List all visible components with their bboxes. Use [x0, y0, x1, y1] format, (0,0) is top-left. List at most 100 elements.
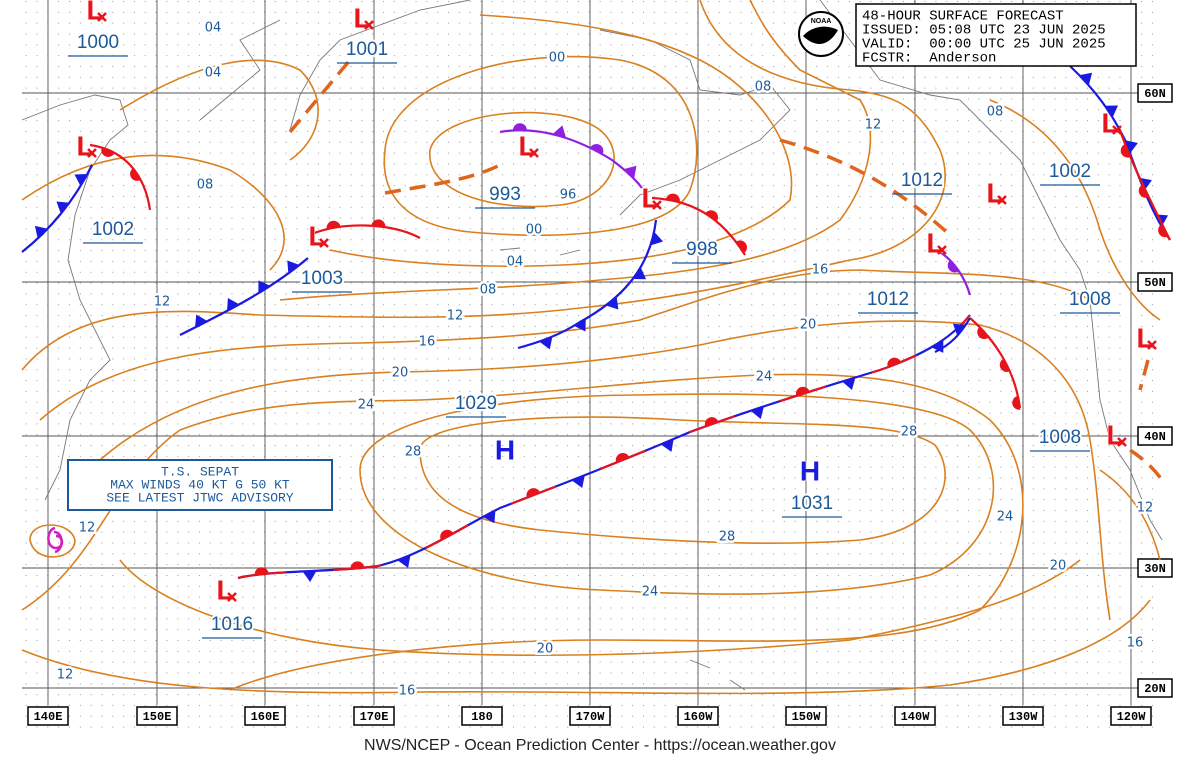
- center-symbol: H: [495, 434, 515, 465]
- warm-front: [311, 224, 421, 239]
- lon-label: 120W: [1117, 710, 1147, 724]
- center-x: [319, 238, 329, 248]
- tropical-storm: T.S. SEPAT MAX WINDS 40 KT G 50 KT SEE L…: [47, 459, 333, 554]
- cold-front-barb: [227, 298, 240, 312]
- center-x: [87, 148, 97, 158]
- center-pressure: 1000: [77, 32, 119, 53]
- warm-front-bump: [590, 144, 604, 155]
- cold-front-barb: [194, 314, 208, 328]
- isobar: [279, 0, 872, 301]
- cyclone-symbol: [47, 526, 64, 554]
- isobar: [21, 373, 1024, 691]
- center-symbol: L: [353, 2, 370, 33]
- lat-label: 60N: [1144, 87, 1166, 101]
- warm-front-bump: [615, 452, 630, 463]
- isobar-label: 28: [405, 445, 422, 460]
- cold-front-barb: [842, 377, 856, 390]
- isobar-label: 28: [901, 425, 918, 440]
- isobar-label: 12: [1137, 501, 1154, 516]
- lon-label: 140W: [901, 710, 931, 724]
- center-pressure: 1008: [1069, 289, 1111, 310]
- cold-front-barb: [660, 438, 674, 452]
- center-symbol: L: [1136, 322, 1153, 353]
- center-x: [1147, 340, 1157, 350]
- isobar: [359, 393, 995, 595]
- cold-front-barb: [750, 406, 764, 420]
- center-x: [97, 12, 107, 22]
- isobar-label: 28: [719, 530, 736, 545]
- isobar-label: 04: [205, 21, 222, 36]
- center-pressure: 1031: [791, 493, 833, 514]
- coastline: [599, 29, 791, 216]
- isobar: [1099, 469, 1161, 561]
- lon-label-box: [27, 706, 69, 726]
- lat-label: 30N: [1144, 562, 1166, 576]
- cold-front-barb: [552, 125, 567, 138]
- center-x: [227, 592, 237, 602]
- center-pressure: 1002: [1049, 161, 1091, 182]
- center-x: [652, 200, 662, 210]
- isobar-label: 00: [549, 51, 566, 66]
- lon-label-box: [569, 706, 611, 726]
- coastline: [819, 0, 1163, 541]
- warm-front-bump: [735, 240, 747, 254]
- warm-front-bump: [1012, 395, 1021, 410]
- cold-front: [1069, 65, 1171, 241]
- isobar-label: 00: [526, 223, 543, 238]
- warm-front-bump: [704, 417, 719, 427]
- cold-front-barb: [302, 570, 317, 583]
- warm-front-bump: [526, 488, 541, 498]
- isobar-label: 24: [642, 585, 659, 600]
- isobars: [21, 0, 1161, 695]
- isobar: [99, 320, 1111, 621]
- isobar-label: 20: [537, 642, 554, 657]
- lon-label-box: [244, 706, 286, 726]
- warm-front-bump: [130, 168, 141, 181]
- lon-label-box: [136, 706, 178, 726]
- lat-label: 40N: [1144, 430, 1166, 444]
- header-line: VALID: 00:00 UTC 25 JUN 2025: [862, 37, 1106, 53]
- cold-front: [934, 317, 971, 353]
- cold-front-barb: [952, 323, 966, 337]
- warm-front-bump: [254, 567, 269, 575]
- center-x: [937, 245, 947, 255]
- isobar: [119, 559, 1081, 656]
- warm-front-bump: [705, 210, 719, 222]
- isobar-label: 12: [154, 295, 171, 310]
- center-symbol: L: [926, 227, 943, 258]
- advisory-box: [67, 459, 333, 511]
- lon-label: 150E: [143, 710, 172, 724]
- center-symbol: L: [1101, 107, 1118, 138]
- warm-front-bump: [101, 147, 115, 157]
- lat-label-box: [1137, 678, 1173, 698]
- cold-front-barb: [539, 336, 553, 350]
- cold-front-barb: [571, 475, 585, 488]
- center-pressure: 1016: [211, 614, 253, 635]
- center-pressure: 1001: [346, 39, 388, 60]
- header-box: [855, 3, 1137, 67]
- isobar-label: 20: [392, 366, 409, 381]
- warm-front-bump: [1138, 184, 1149, 198]
- coastline: [289, 0, 471, 131]
- center-x: [997, 195, 1007, 205]
- warm-front-bump: [1158, 223, 1169, 238]
- cold-front-barb: [56, 201, 70, 214]
- center-pressure: 1002: [92, 219, 134, 240]
- lat-lon-grid: 140E 150E 160E 170E 180 170W 160W 150W 140W 130W 1…: [22, 0, 1173, 726]
- cold-front-barb: [623, 165, 637, 179]
- isobar-label: 12: [79, 521, 96, 536]
- cold-front-barb: [258, 280, 271, 294]
- cold-front-barb: [287, 260, 300, 274]
- isobar-labels: 04 04 00 08 08 12 08 96 00 04 08 12 16 20 24 28 16 20 24 28…: [54, 18, 1156, 701]
- isobar: [29, 524, 76, 558]
- lon-label: 140E: [34, 710, 63, 724]
- isobar-label: 08: [480, 283, 497, 298]
- warm-front: [1118, 129, 1171, 241]
- lat-label-box: [1137, 558, 1173, 578]
- cold-front-barb: [1125, 140, 1138, 154]
- center-symbol: L: [76, 130, 93, 161]
- lon-label-box: [1110, 706, 1152, 726]
- isobar-label: 08: [755, 80, 772, 95]
- center-x: [1117, 437, 1127, 447]
